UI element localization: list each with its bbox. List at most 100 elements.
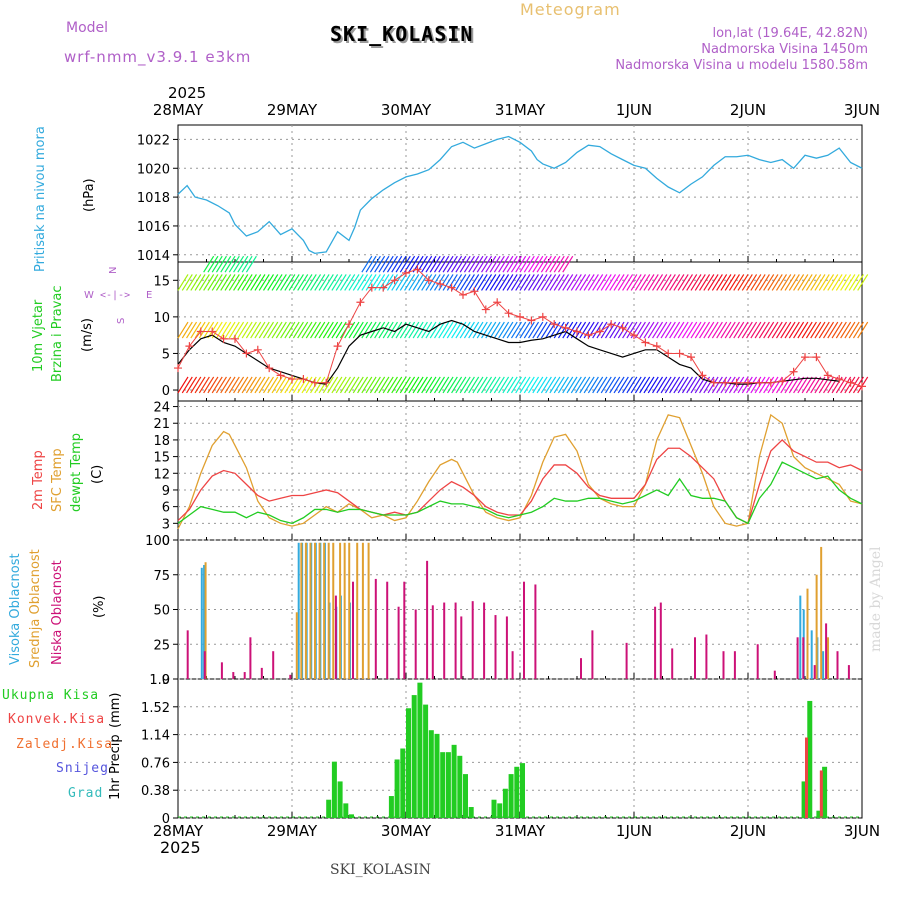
wind-gust-marker (231, 334, 239, 343)
wind-barb (314, 321, 326, 339)
wind-barb (485, 274, 497, 291)
wind-gust-marker (630, 331, 638, 340)
wind-barb (549, 274, 561, 291)
cloud-bar-low (534, 584, 537, 679)
wind-barb (639, 321, 651, 339)
wind-barb (557, 255, 569, 273)
y-tick-label-cloud: 100 (145, 534, 170, 549)
wind-barb (801, 376, 813, 394)
wind-barb (476, 255, 488, 273)
wind-barb (237, 255, 249, 273)
wind-barb (267, 321, 279, 339)
wind-barb (207, 274, 219, 291)
wind-barb (481, 376, 493, 394)
wind-barb (797, 321, 809, 339)
wind-barb (515, 321, 527, 339)
wind-barb (433, 321, 446, 339)
cloud-bar-mid (348, 542, 351, 679)
wind-barb (442, 274, 454, 291)
x-date-label-top: 29MAY (267, 101, 318, 119)
wind-gust-marker (778, 377, 787, 386)
wind-barb (344, 376, 356, 394)
cloud-bar-low (454, 602, 457, 679)
wind-barb (746, 274, 758, 291)
wind-barb (241, 321, 253, 339)
wind-barb (451, 321, 463, 339)
wind-barb (823, 321, 835, 339)
wind-barb (267, 274, 279, 291)
wind-barb (498, 376, 510, 394)
wind-barb (369, 255, 381, 273)
cloud-bar-high (297, 542, 300, 679)
precip-bar-total (508, 774, 514, 818)
cloud-bar-high (200, 567, 203, 679)
wind-barb (741, 376, 753, 394)
wind-barb (600, 376, 612, 394)
compass-n: N (108, 267, 119, 274)
wind-gust-marker (481, 305, 490, 314)
wind-barb (433, 255, 446, 273)
wind-barb (570, 321, 582, 339)
legend-convective-rain: Konvek.Kisa (8, 712, 106, 727)
cloud-bar-low (220, 662, 223, 679)
y-tick-label-pressure: 1014 (137, 249, 170, 264)
cloud-bar-low (471, 601, 474, 679)
wind-barb (536, 321, 548, 339)
wind-barb (728, 321, 740, 339)
wind-gust-marker (823, 371, 832, 380)
wind-barb (840, 274, 852, 291)
wind-barb (728, 274, 740, 291)
wind-barb (177, 274, 189, 291)
wind-barb (643, 321, 655, 339)
wind-barb (844, 274, 856, 291)
wind-barb (643, 376, 655, 394)
wind-barb (848, 376, 860, 394)
wind-barb (707, 321, 719, 339)
wind-barb (399, 274, 411, 291)
wind-barb (186, 321, 198, 339)
wind-gust-marker (789, 367, 798, 376)
wind-barb (827, 321, 839, 339)
precip-bar-total (343, 803, 349, 818)
wind-barb (549, 376, 561, 394)
wind-barb (519, 376, 531, 394)
wind-barb (412, 376, 424, 394)
wind-barb (339, 274, 351, 291)
wind-barb (570, 274, 582, 291)
svg-text:<-|->: <-|-> (100, 290, 130, 301)
wind-barb (506, 376, 518, 394)
wind-barb (425, 274, 437, 291)
wind-barb (669, 274, 681, 291)
wind-barb (344, 274, 356, 291)
precip-bar-total (337, 781, 343, 818)
wind-barb (292, 321, 304, 339)
wind-barb (190, 376, 202, 394)
wind-barb (280, 274, 292, 291)
wind-barb (592, 321, 604, 339)
wind-gust-marker (698, 371, 707, 380)
wind-barb (532, 255, 544, 273)
compass-w: W (84, 290, 94, 301)
wind-gust-marker (208, 327, 217, 336)
wind-barb (267, 376, 279, 394)
wind-barb (716, 274, 728, 291)
cloud-bar-low (272, 651, 275, 679)
wind-barb (754, 321, 766, 339)
wind-barb (596, 376, 608, 394)
wind-barb (801, 321, 813, 339)
wind-barb (250, 376, 262, 394)
wind-barb (763, 376, 775, 394)
cloud-bar-low (847, 665, 850, 679)
wind-barb (852, 274, 864, 291)
station-title: SKI_KOLASIN (330, 22, 474, 46)
wind-barb (348, 274, 360, 291)
cloud-bar-low (426, 560, 429, 679)
wind-barb (656, 321, 668, 339)
y-tick-label-temperature: 0 (162, 534, 170, 549)
wind-gust-marker (846, 378, 855, 387)
wind-barb (686, 376, 698, 394)
wind-barb (395, 255, 407, 273)
wind-barb (365, 376, 377, 394)
wind-barb (194, 274, 206, 291)
wind-barb (690, 274, 702, 291)
